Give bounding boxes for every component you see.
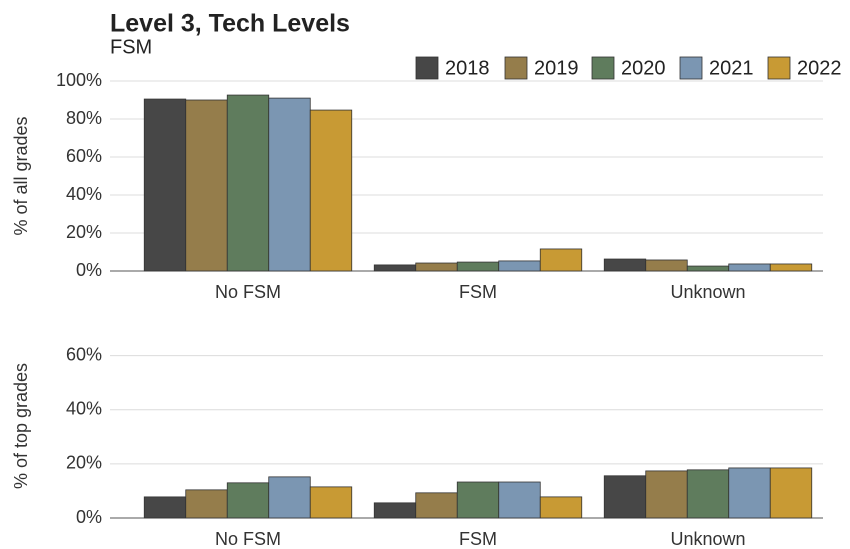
bar xyxy=(686,265,730,272)
bar xyxy=(645,470,688,519)
bar xyxy=(185,489,228,519)
bar xyxy=(456,261,500,272)
bar xyxy=(498,481,541,519)
y-axis-label: % of all grades xyxy=(11,116,31,235)
bar xyxy=(769,263,813,272)
y-tick-label: 20% xyxy=(66,222,102,242)
legend-swatch xyxy=(415,56,439,80)
x-tick-label: Unknown xyxy=(670,529,745,549)
y-axis-label: % of top grades xyxy=(11,363,31,489)
bar xyxy=(415,262,458,272)
bar xyxy=(539,248,583,272)
legend-swatch xyxy=(679,56,703,80)
legend-label: 2020 xyxy=(621,57,666,79)
legend-swatch xyxy=(767,56,791,80)
bar xyxy=(769,467,813,519)
y-tick-label: 0% xyxy=(76,507,102,527)
bar xyxy=(226,94,270,272)
bar xyxy=(143,496,187,519)
chart-subtitle: FSM xyxy=(110,36,152,58)
legend-swatch xyxy=(591,56,615,80)
bar xyxy=(415,492,458,519)
y-tick-label: 0% xyxy=(76,260,102,280)
bar xyxy=(603,475,647,519)
bar xyxy=(603,258,647,272)
legend-label: 2021 xyxy=(709,57,754,79)
x-tick-label: FSM xyxy=(459,282,497,302)
x-tick-label: Unknown xyxy=(670,282,745,302)
bar xyxy=(645,259,688,272)
bar xyxy=(143,98,187,272)
bar xyxy=(185,99,228,272)
y-tick-label: 60% xyxy=(66,146,102,166)
x-tick-label: No FSM xyxy=(215,529,281,549)
bar xyxy=(686,469,730,519)
y-tick-label: 20% xyxy=(66,453,102,473)
x-tick-label: No FSM xyxy=(215,282,281,302)
bar xyxy=(728,467,771,519)
legend-label: 2018 xyxy=(445,57,490,79)
legend-swatch xyxy=(504,56,528,80)
bar xyxy=(498,260,541,272)
bar xyxy=(373,502,417,519)
y-tick-label: 40% xyxy=(66,399,102,419)
bar xyxy=(728,263,771,272)
bar xyxy=(539,496,583,519)
bar xyxy=(309,109,353,272)
y-tick-label: 60% xyxy=(66,344,102,364)
x-tick-label: FSM xyxy=(459,529,497,549)
bar xyxy=(268,97,311,272)
legend-label: 2019 xyxy=(534,57,579,79)
chart-title: Level 3, Tech Levels xyxy=(110,10,350,38)
bar xyxy=(456,481,500,519)
legend-label: 2022 xyxy=(797,57,842,79)
bar xyxy=(268,476,311,519)
bar xyxy=(226,482,270,519)
bar xyxy=(309,486,353,519)
bar xyxy=(373,264,417,272)
y-tick-label: 100% xyxy=(56,70,102,90)
y-tick-label: 80% xyxy=(66,108,102,128)
y-tick-label: 40% xyxy=(66,184,102,204)
